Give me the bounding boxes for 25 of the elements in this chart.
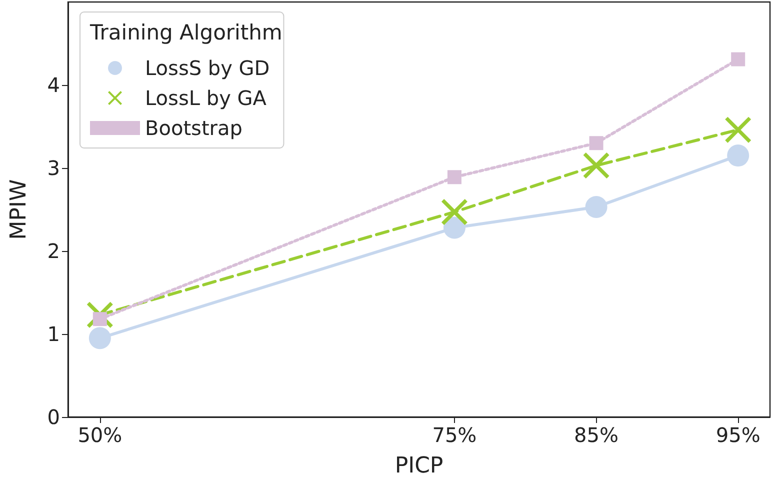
y-tick-label: 3 (47, 156, 60, 180)
legend-label: LossL by GA (145, 86, 267, 110)
y-tick-label: 2 (47, 239, 60, 263)
x-tick-label: 75% (432, 423, 477, 447)
x-tick-label: 85% (574, 423, 618, 447)
y-tick-label: 4 (47, 73, 60, 97)
y-tick-label: 0 (47, 405, 60, 429)
point (583, 152, 610, 179)
y-axis-title: MPIW (6, 179, 32, 240)
x-tick-label: 95% (716, 423, 760, 447)
x-axis-title: PICP (394, 454, 444, 478)
point (441, 198, 468, 225)
legend-title: Training Algorithm (89, 20, 282, 44)
point (585, 196, 608, 218)
x-tick-label: 50% (78, 423, 122, 447)
point (731, 52, 746, 66)
point (727, 144, 750, 167)
point (725, 116, 752, 143)
legend-label: Bootstrap (145, 116, 242, 140)
point (589, 136, 604, 150)
point (447, 170, 462, 184)
point (443, 216, 466, 239)
point (88, 327, 111, 350)
y-tick-label: 1 (47, 322, 60, 346)
legend-label: LossS by GD (145, 56, 270, 80)
